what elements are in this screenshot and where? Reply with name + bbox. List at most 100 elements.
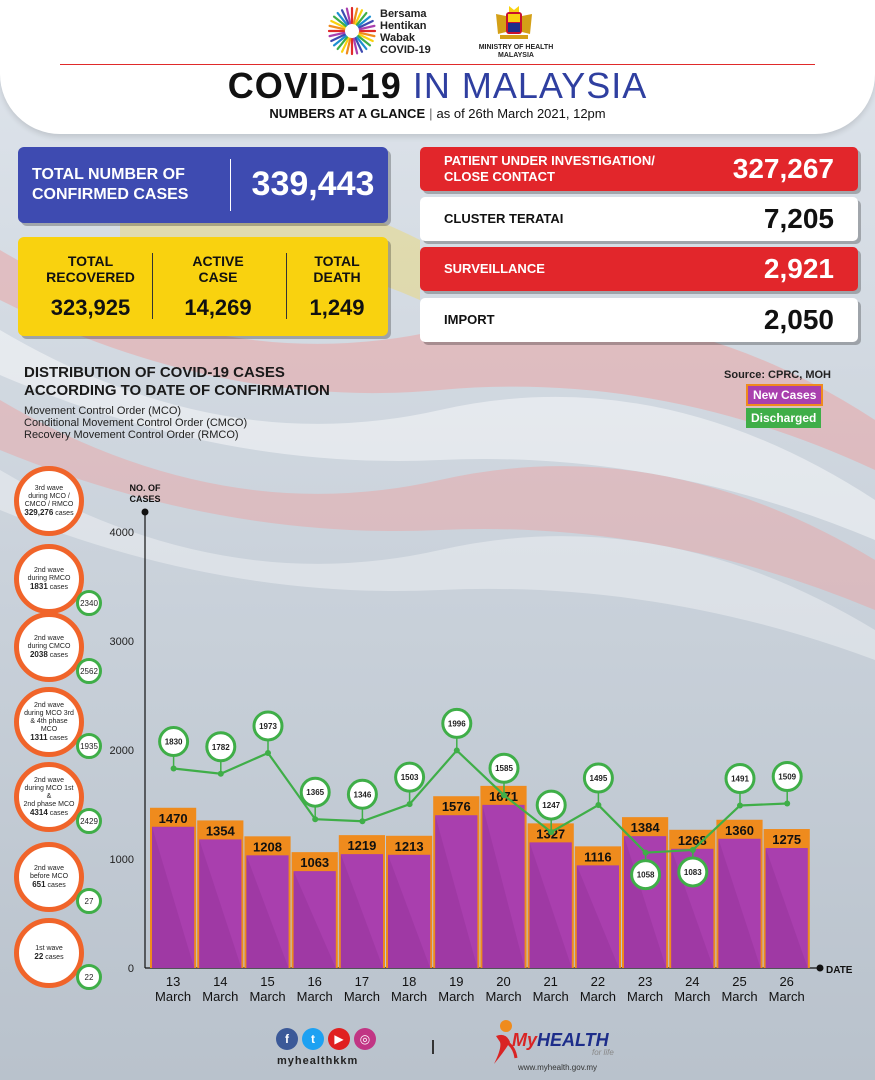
bar-shade [765,848,808,968]
x-tick-label: 14 [213,974,227,989]
wave-text: during RMCO [27,574,71,582]
chart-title-line-2: ACCORDING TO DATE OF CONFIRMATION [24,382,330,399]
wave-circle: 3rd wave during MCO / CMCO / RMCO 329,276 c… [14,466,84,536]
cluster-box: CLUSTER TERATAI 7,205 [420,197,858,241]
death-stat: TOTAL DEATH 1,249 [290,253,384,321]
discharged-value-label: 1503 [401,773,419,782]
import-label: IMPORT [444,312,495,327]
discharged-value-label: 1996 [448,719,466,728]
discharged-point [595,802,602,809]
wave-text: 3rd wave [34,484,64,492]
title-covid: COVID-19 [227,65,402,106]
active-label-2: CASE [198,269,238,285]
discharged-badge [771,761,803,793]
x-tick-label: 25 [732,974,746,989]
discharged-value-label: 1058 [637,871,655,880]
bar [576,865,619,968]
wave-text: during MCO / [28,492,70,500]
campaign-line-4: COVID-19 [380,44,431,56]
discharged-value-label: 1585 [495,764,513,773]
discharged-value-label: 1491 [731,774,749,783]
wave-discharged-badge: 2562 [76,658,102,684]
chart-title-line-1: DISTRIBUTION OF COVID-19 CASES [24,364,285,381]
recovered-label-2: RECOVERED [46,269,135,285]
title-malaysia: IN MALAYSIA [412,65,648,106]
bar-shade [152,826,195,968]
bar-value-label: 1576 [442,799,471,814]
campaign-logo-text: Bersama Hentikan Wabak COVID-19 [380,8,460,56]
confirmed-cases-box: TOTAL NUMBER OF CONFIRMED CASES 339,443 [18,147,388,223]
x-tick-label: 13 [166,974,180,989]
bar [529,842,572,968]
wave-text: & 4th phase MCO [30,717,68,733]
x-tick-sublabel: March [580,989,616,1004]
surveillance-label: SURVEILLANCE [444,261,545,276]
bar-value-label: 1219 [347,838,376,853]
wave-text: 2nd wave [34,634,64,642]
wave-cases-suffix: cases [47,881,66,889]
bar-shade [718,838,761,968]
bar-shade [340,854,383,968]
bar-value-label: 1213 [395,839,424,854]
brand-health: HEALTH [537,1030,609,1050]
discharged-value-label: 1346 [354,790,372,799]
discharged-point [737,802,743,809]
wave-discharged-badge: 22 [76,964,102,990]
instagram-icon[interactable]: ◎ [354,1028,376,1050]
cluster-value: 7,205 [763,203,834,234]
recovery-summary-box: TOTAL RECOVERED 323,925 ACTIVE CASE 14,2… [18,237,388,336]
discharged-point [406,801,413,808]
yellow-divider-2 [286,253,287,319]
x-tick-label: 22 [591,974,605,989]
bar-shade [529,842,572,968]
bar-shade [435,815,478,968]
discharged-badge [677,856,709,888]
confirmed-divider [230,159,231,211]
bar-value-label: 1275 [772,832,801,847]
wave-cases: 1311 [30,732,48,742]
pui-label-2: CLOSE CONTACT [444,169,555,184]
discharged-badge [441,707,473,739]
discharged-value-label: 1973 [259,722,277,731]
recovered-label-1: TOTAL [67,253,114,269]
wave-circle: 2nd wave during MCO 3rd & 4th phase MCO 131… [14,687,84,757]
bar-shade [482,804,525,968]
twitter-icon[interactable]: t [302,1028,324,1050]
note-mco: Movement Control Order (MCO) [24,405,182,417]
active-label-1: ACTIVE [192,253,244,269]
x-tick-sublabel: March [297,989,333,1004]
y-axis-cap [141,508,149,516]
bar-shade [246,855,289,968]
wave-cases-suffix: cases [49,583,69,591]
youtube-icon[interactable]: ▶ [328,1028,350,1050]
wave-cases-suffix: cases [49,651,69,659]
wave-cases: 4314 [29,807,48,817]
bar-value-label: 1354 [206,823,236,838]
discharged-point [265,749,271,756]
surveillance-value: 2,921 [763,253,834,284]
discharged-badge [582,762,614,794]
cluster-label: CLUSTER TERATAI [444,211,564,226]
x-tick-sublabel: March [627,989,663,1004]
source-label: Source: CPRC, MOH [724,369,831,381]
wave-text: 2nd wave [34,776,64,784]
header-divider [60,64,815,65]
bar [152,826,195,968]
website-link[interactable]: www.myhealth.gov.my [518,1063,597,1072]
wave-text: 2nd phase MCO [23,800,75,808]
bar-value-label: 1360 [725,823,754,838]
bar [435,815,478,968]
discharged-point [217,770,224,777]
wave-cases-suffix: cases [49,809,69,817]
x-tick-label: 24 [685,974,699,989]
subtitle-date: as of 26th March 2021, 12pm [436,106,606,121]
bar [199,839,242,968]
discharged-point [501,792,507,799]
x-tick-label: 18 [402,974,416,989]
y-tick-label: 4000 [110,527,134,539]
facebook-icon[interactable]: f [276,1028,298,1050]
discharged-badge [346,778,378,810]
discharged-value-label: 1365 [306,788,324,797]
wave-circle: 1st wave 22 cases [14,918,84,988]
wave-text: 2nd wave [34,864,64,872]
